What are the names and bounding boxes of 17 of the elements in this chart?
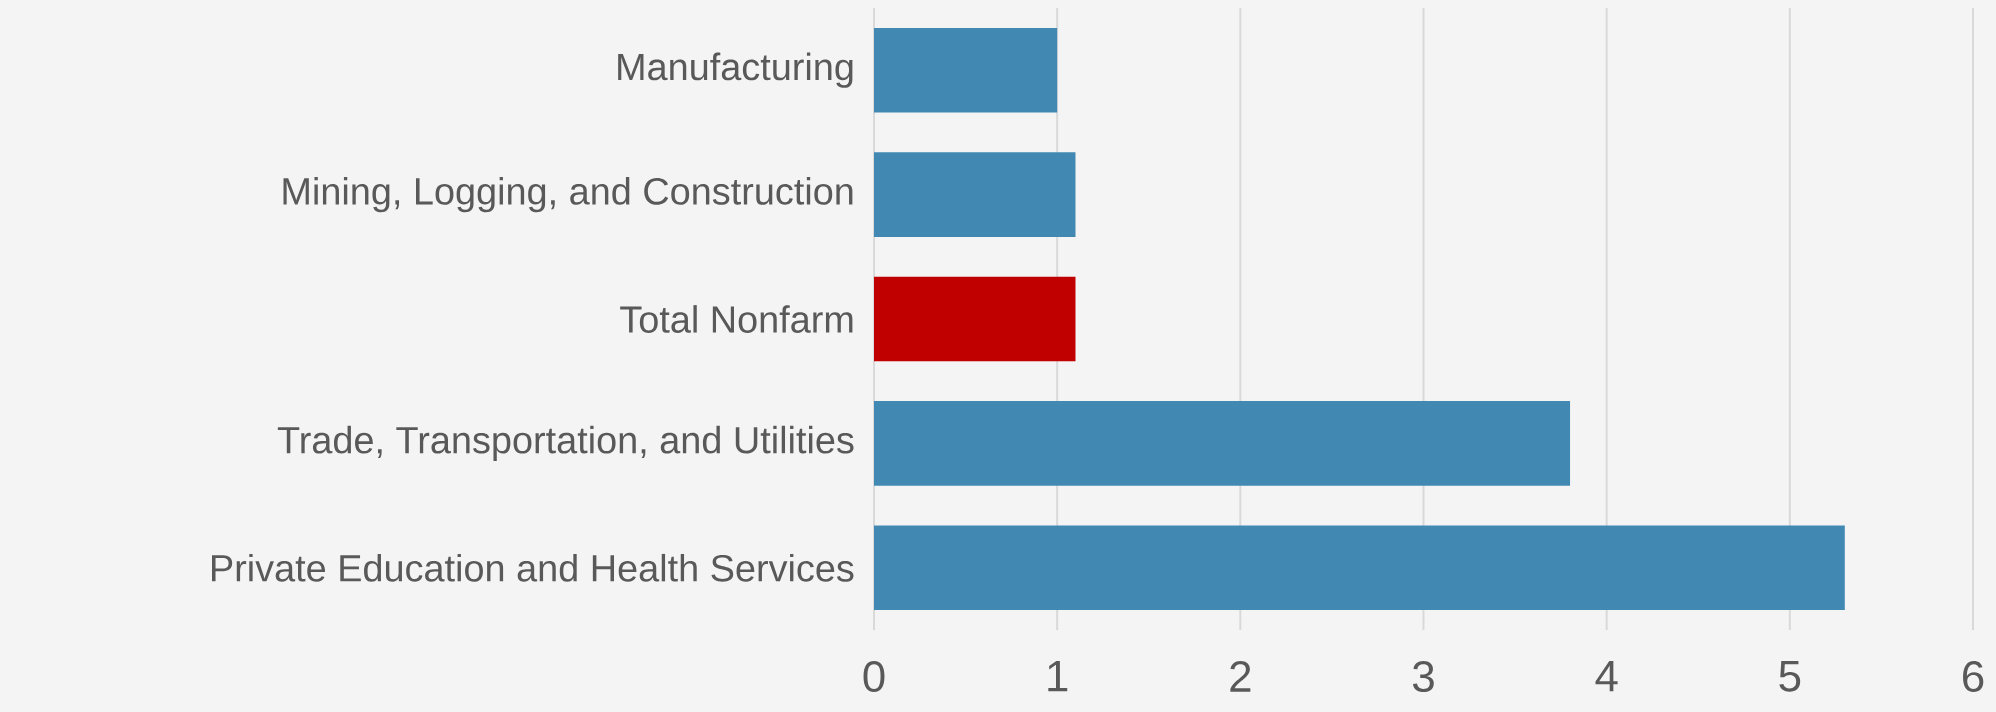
y-tick-label: Trade, Transportation, and Utilities — [277, 425, 854, 462]
x-tick-label: 6 — [1963, 661, 1984, 693]
bar — [874, 401, 1571, 486]
x-tick-label: 3 — [1412, 661, 1434, 693]
x-tick-label: 4 — [1595, 661, 1618, 692]
bar — [874, 525, 1845, 611]
y-tick-label: Manufacturing — [618, 52, 853, 88]
bar — [874, 27, 1058, 113]
x-tick-label: 1 — [1048, 661, 1068, 692]
bar — [874, 276, 1076, 362]
x-tick-label: 2 — [1230, 661, 1251, 692]
x-tick-label: 0 — [863, 661, 885, 693]
bar — [874, 152, 1076, 237]
x-tick-label: 5 — [1779, 661, 1801, 692]
y-tick-label: Total Nonfarm — [620, 305, 853, 333]
y-tick-label: Private Education and Health Services — [212, 553, 854, 582]
y-tick-label: Mining, Logging, and Construction — [283, 176, 853, 213]
